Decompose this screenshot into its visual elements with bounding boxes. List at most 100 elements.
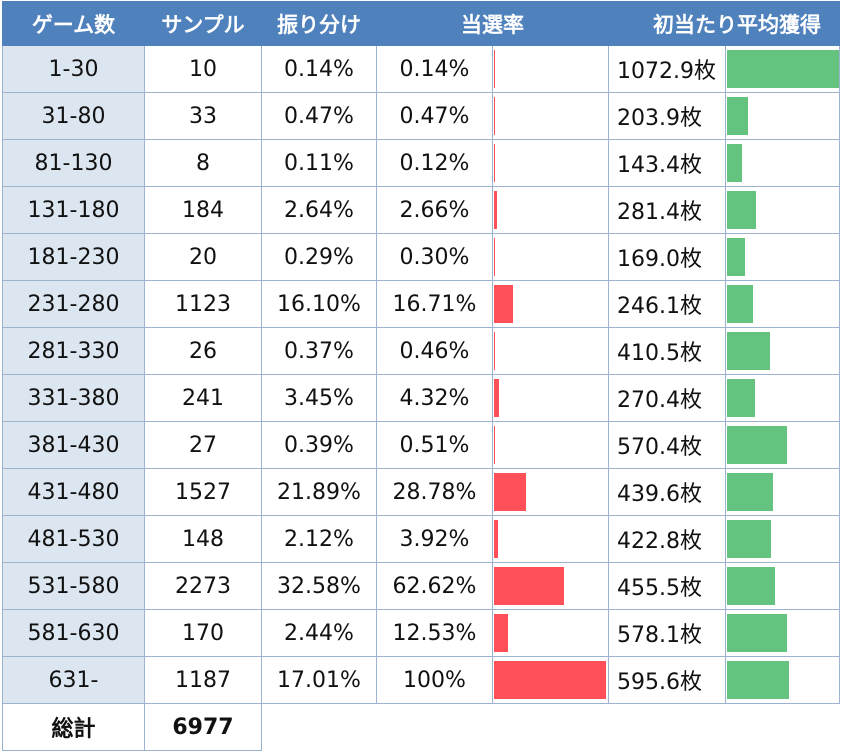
win-rate-bar bbox=[494, 144, 495, 182]
win-rate-bar-cell bbox=[492, 45, 609, 93]
average-gain-value: 578.1枚 bbox=[608, 609, 726, 657]
average-gain-value: 439.6枚 bbox=[608, 468, 726, 516]
distribution-value: 0.37% bbox=[261, 327, 377, 375]
table-row: 1-30 10 0.14% 0.14% 1072.9枚 bbox=[2, 45, 840, 93]
distribution-value: 0.14% bbox=[261, 45, 377, 93]
average-gain-bar bbox=[727, 426, 787, 464]
average-gain-value: 1072.9枚 bbox=[608, 45, 726, 93]
win-rate-value: 3.92% bbox=[376, 515, 493, 563]
average-gain-bar bbox=[727, 661, 790, 699]
distribution-value: 3.45% bbox=[261, 374, 377, 422]
average-gain-bar bbox=[727, 97, 749, 135]
average-gain-bar bbox=[727, 238, 745, 276]
win-rate-bar-cell bbox=[492, 515, 609, 563]
average-gain-value: 203.9枚 bbox=[608, 92, 726, 140]
win-rate-value: 16.71% bbox=[376, 280, 493, 328]
win-rate-bar bbox=[494, 191, 497, 229]
win-rate-value: 12.53% bbox=[376, 609, 493, 657]
win-rate-bar bbox=[494, 285, 513, 323]
average-gain-bar bbox=[727, 50, 839, 88]
distribution-value: 0.11% bbox=[261, 139, 377, 187]
average-gain-bar-cell bbox=[725, 45, 840, 93]
average-gain-bar bbox=[727, 520, 772, 558]
header-row: ゲーム数 サンプル 振り分け 当選率 初当たり平均獲得 bbox=[2, 1, 840, 46]
average-gain-bar-cell bbox=[725, 139, 840, 187]
game-range: 81-130 bbox=[2, 139, 145, 187]
average-gain-bar bbox=[727, 379, 756, 417]
sample-count: 8 bbox=[144, 139, 262, 187]
win-rate-bar bbox=[494, 473, 527, 511]
header-average-gain: 初当たり平均獲得 bbox=[608, 1, 840, 46]
average-gain-bar-cell bbox=[725, 327, 840, 375]
average-gain-bar-cell bbox=[725, 656, 840, 704]
average-gain-value: 169.0枚 bbox=[608, 233, 726, 281]
sample-count: 1187 bbox=[144, 656, 262, 704]
game-range: 531-580 bbox=[2, 562, 145, 610]
sample-count: 184 bbox=[144, 186, 262, 234]
win-rate-value: 100% bbox=[376, 656, 493, 704]
header-samples: サンプル bbox=[144, 1, 262, 46]
game-range: 131-180 bbox=[2, 186, 145, 234]
distribution-value: 0.29% bbox=[261, 233, 377, 281]
average-gain-bar-cell bbox=[725, 186, 840, 234]
distribution-value: 2.12% bbox=[261, 515, 377, 563]
table-row: 131-180 184 2.64% 2.66% 281.4枚 bbox=[2, 186, 840, 234]
header-game-count: ゲーム数 bbox=[2, 1, 145, 46]
table-row: 531-580 2273 32.58% 62.62% 455.5枚 bbox=[2, 562, 840, 610]
sample-count: 170 bbox=[144, 609, 262, 657]
sample-count: 2273 bbox=[144, 562, 262, 610]
win-rate-bar bbox=[494, 97, 495, 135]
win-rate-bar bbox=[494, 661, 606, 699]
average-gain-bar-cell bbox=[725, 92, 840, 140]
total-samples: 6977 bbox=[144, 703, 262, 751]
sample-count: 1527 bbox=[144, 468, 262, 516]
win-rate-bar-cell bbox=[492, 609, 609, 657]
game-range: 631- bbox=[2, 656, 145, 704]
average-gain-bar bbox=[727, 191, 757, 229]
distribution-value: 0.39% bbox=[261, 421, 377, 469]
win-rate-bar-cell bbox=[492, 656, 609, 704]
table-row: 81-130 8 0.11% 0.12% 143.4枚 bbox=[2, 139, 840, 187]
table-row: 631- 1187 17.01% 100% 595.6枚 bbox=[2, 656, 840, 704]
average-gain-bar-cell bbox=[725, 421, 840, 469]
average-gain-bar-cell bbox=[725, 468, 840, 516]
distribution-value: 2.44% bbox=[261, 609, 377, 657]
table-row: 581-630 170 2.44% 12.53% 578.1枚 bbox=[2, 609, 840, 657]
table-row: 431-480 1527 21.89% 28.78% 439.6枚 bbox=[2, 468, 840, 516]
win-rate-bar-cell bbox=[492, 92, 609, 140]
game-range: 231-280 bbox=[2, 280, 145, 328]
distribution-value: 0.47% bbox=[261, 92, 377, 140]
average-gain-value: 270.4枚 bbox=[608, 374, 726, 422]
sample-count: 26 bbox=[144, 327, 262, 375]
table-row: 31-80 33 0.47% 0.47% 203.9枚 bbox=[2, 92, 840, 140]
sample-count: 27 bbox=[144, 421, 262, 469]
sample-count: 33 bbox=[144, 92, 262, 140]
win-rate-bar-cell bbox=[492, 233, 609, 281]
game-range: 1-30 bbox=[2, 45, 145, 93]
distribution-value: 21.89% bbox=[261, 468, 377, 516]
average-gain-bar-cell bbox=[725, 374, 840, 422]
win-rate-bar bbox=[494, 238, 495, 276]
header-distribution: 振り分け bbox=[261, 1, 377, 46]
average-gain-value: 246.1枚 bbox=[608, 280, 726, 328]
average-gain-value: 570.4枚 bbox=[608, 421, 726, 469]
sample-count: 241 bbox=[144, 374, 262, 422]
win-rate-bar bbox=[494, 332, 495, 370]
sample-count: 148 bbox=[144, 515, 262, 563]
win-rate-bar bbox=[494, 520, 499, 558]
table-row: 331-380 241 3.45% 4.32% 270.4枚 bbox=[2, 374, 840, 422]
table-row: 281-330 26 0.37% 0.46% 410.5枚 bbox=[2, 327, 840, 375]
total-empty bbox=[262, 704, 840, 751]
win-rate-value: 0.51% bbox=[376, 421, 493, 469]
average-gain-bar bbox=[727, 567, 775, 605]
average-gain-bar bbox=[727, 332, 770, 370]
win-rate-bar-cell bbox=[492, 327, 609, 375]
sample-count: 1123 bbox=[144, 280, 262, 328]
total-label: 総計 bbox=[2, 703, 145, 751]
average-gain-value: 455.5枚 bbox=[608, 562, 726, 610]
game-range: 431-480 bbox=[2, 468, 145, 516]
distribution-value: 17.01% bbox=[261, 656, 377, 704]
average-gain-bar-cell bbox=[725, 609, 840, 657]
distribution-value: 2.64% bbox=[261, 186, 377, 234]
